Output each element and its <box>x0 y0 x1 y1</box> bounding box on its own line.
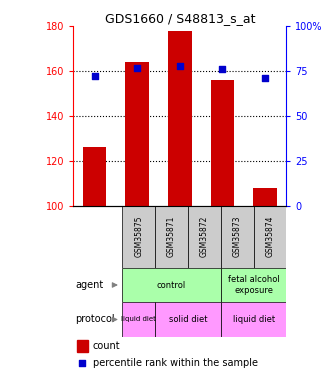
Text: control: control <box>157 280 186 290</box>
Title: GDS1660 / S48813_s_at: GDS1660 / S48813_s_at <box>105 12 255 25</box>
Point <box>220 66 225 72</box>
Bar <box>77 340 88 352</box>
Bar <box>188 206 221 268</box>
Bar <box>123 206 155 268</box>
Bar <box>168 31 191 206</box>
Text: count: count <box>93 341 121 351</box>
Point <box>262 75 268 81</box>
Bar <box>123 268 221 302</box>
Bar <box>123 302 155 337</box>
Text: liquid diet: liquid diet <box>232 315 275 324</box>
Text: liquid diet: liquid diet <box>122 316 156 322</box>
Text: solid diet: solid diet <box>169 315 207 324</box>
Bar <box>254 206 286 268</box>
Text: percentile rank within the sample: percentile rank within the sample <box>93 358 258 369</box>
Bar <box>221 206 254 268</box>
Text: GSM35874: GSM35874 <box>265 216 274 258</box>
Bar <box>126 62 149 206</box>
Text: GSM35873: GSM35873 <box>233 216 242 258</box>
Point <box>135 64 140 70</box>
Text: GSM35875: GSM35875 <box>134 216 143 258</box>
Bar <box>253 188 277 206</box>
Text: agent: agent <box>75 280 103 290</box>
Text: fetal alcohol
exposure: fetal alcohol exposure <box>228 275 279 295</box>
Point <box>92 74 97 80</box>
Bar <box>83 147 106 206</box>
Bar <box>155 206 188 268</box>
Point <box>177 63 182 69</box>
Point <box>80 360 85 366</box>
Text: protocol: protocol <box>75 315 115 324</box>
Bar <box>221 302 286 337</box>
Bar <box>221 268 286 302</box>
Bar <box>211 80 234 206</box>
Text: GSM35871: GSM35871 <box>167 216 176 257</box>
Bar <box>155 302 221 337</box>
Text: GSM35872: GSM35872 <box>200 216 209 257</box>
